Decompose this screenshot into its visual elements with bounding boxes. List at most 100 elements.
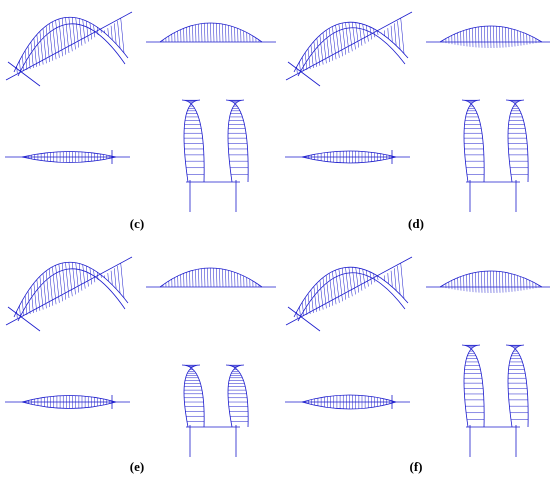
hanger [42, 28, 47, 64]
hanger [304, 297, 308, 316]
hanger [33, 283, 37, 312]
hanger [366, 270, 369, 287]
deck-outline [301, 401, 397, 410]
hanger [117, 20, 121, 49]
panel [285, 11, 550, 212]
hanger [338, 23, 343, 57]
hanger [68, 17, 73, 52]
hanger [355, 267, 359, 293]
hanger [369, 271, 372, 285]
hanger [16, 66, 18, 74]
hanger [338, 268, 343, 302]
deck-outline [21, 156, 117, 163]
panel [5, 11, 276, 212]
hanger [114, 268, 117, 289]
hanger [400, 263, 405, 299]
hanger [310, 289, 314, 314]
hanger [96, 272, 99, 281]
hanger [332, 271, 337, 305]
hanger [45, 25, 50, 63]
rib [507, 344, 525, 428]
hanger [322, 32, 327, 64]
hanger [120, 263, 125, 299]
hanger [93, 269, 96, 283]
hanger [319, 280, 324, 310]
hanger [394, 23, 397, 46]
arch [17, 268, 126, 322]
hanger [335, 25, 340, 58]
hanger [348, 267, 353, 297]
rib [183, 364, 201, 428]
hanger [58, 18, 63, 57]
hanger [82, 19, 86, 44]
panel-label: (c) [130, 216, 144, 231]
hanger [75, 262, 79, 293]
rib [227, 99, 245, 183]
hanger [75, 17, 79, 48]
hanger [68, 262, 73, 297]
hanger [316, 38, 321, 66]
hanger [358, 268, 363, 291]
hanger [72, 262, 76, 295]
hanger [55, 20, 60, 58]
rib [461, 99, 485, 183]
hanger [373, 273, 376, 283]
hanger [325, 275, 330, 308]
hanger [348, 22, 353, 52]
hanger [36, 279, 41, 311]
hanger [304, 52, 308, 71]
deck [5, 11, 133, 81]
hanger [362, 24, 366, 44]
hanger [24, 295, 28, 316]
rib [183, 99, 201, 183]
hanger [296, 311, 298, 319]
rib [181, 364, 205, 428]
panel [285, 256, 550, 457]
hanger [58, 263, 63, 302]
hanger [397, 265, 401, 295]
hanger [328, 273, 334, 306]
hanger [27, 291, 31, 315]
hanger [45, 270, 50, 308]
panel-label: (d) [408, 216, 424, 231]
hanger [387, 28, 389, 39]
hanger [65, 17, 70, 54]
rib [181, 99, 205, 183]
hanger [400, 18, 405, 54]
hanger [78, 18, 83, 46]
hanger [89, 267, 92, 285]
hanger [310, 44, 314, 69]
hanger [313, 41, 317, 67]
hanger [210, 267, 212, 288]
hanger [36, 34, 41, 66]
hanger [345, 267, 350, 299]
hanger [22, 300, 24, 317]
deck-outline [21, 401, 117, 409]
hanger [390, 25, 393, 43]
hanger [30, 41, 34, 68]
hanger [373, 28, 376, 38]
hanger [61, 18, 67, 55]
arch [17, 23, 126, 77]
hanger [322, 277, 327, 309]
hanger [332, 26, 337, 60]
hanger [110, 25, 113, 40]
hanger [299, 61, 301, 73]
hanger [65, 262, 70, 299]
hanger [55, 265, 60, 303]
hanger [42, 273, 47, 309]
hanger [296, 66, 298, 74]
hanger [341, 23, 347, 55]
hanger [39, 31, 44, 65]
hanger [16, 311, 18, 319]
hanger [107, 28, 109, 37]
hanger [96, 27, 99, 36]
rib [505, 99, 529, 183]
rib [227, 364, 245, 428]
hanger [325, 30, 330, 63]
hanger [376, 30, 379, 36]
hanger [490, 25, 492, 49]
hanger [358, 23, 363, 46]
hanger [307, 48, 311, 70]
